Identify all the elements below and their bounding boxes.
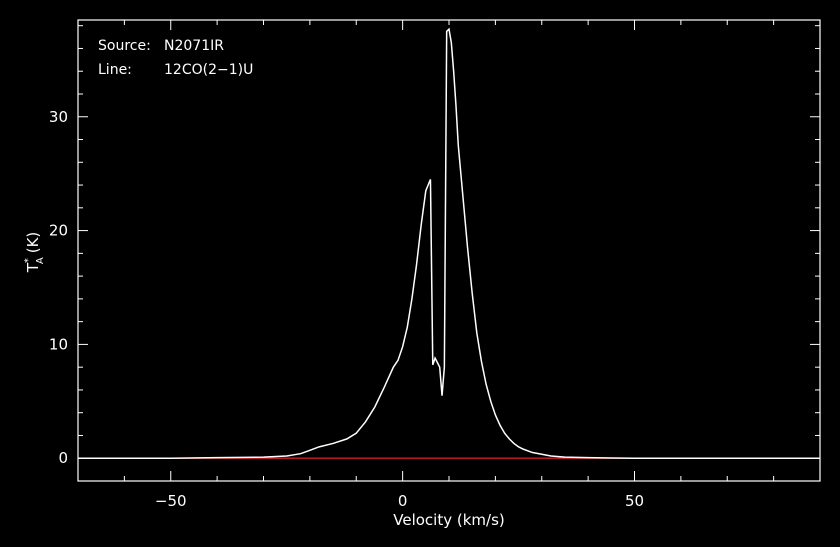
x-tick-label: −50 [155,492,187,510]
y-tick-label: 10 [49,335,68,353]
y-tick-label: 20 [49,222,68,240]
source-value: N2071IR [164,38,224,54]
x-tick-label: 0 [398,492,408,510]
x-axis-label: Velocity (km/s) [393,511,504,529]
tick-labels: −50 0 50 0 10 20 30 [49,108,644,510]
tick-marks [77,20,821,482]
y-axis-label-symbol: T [24,262,42,273]
line-key: Line: [98,62,132,78]
line-value: 12CO(2−1)U [164,62,253,78]
source-key: Source: [98,38,151,54]
spectrum-line [78,27,820,459]
y-tick-label: 30 [49,108,68,126]
y-axis-label-unit: (K) [24,232,42,254]
y-axis-label: T*A (K) [23,232,46,274]
x-tick-label: 50 [625,492,644,510]
y-axis-label-sub: A [35,257,46,264]
y-tick-label: 0 [58,449,68,467]
y-axis-label-sup: * [23,258,34,263]
svg-text:T*A(K): T*A (K) [23,232,46,274]
